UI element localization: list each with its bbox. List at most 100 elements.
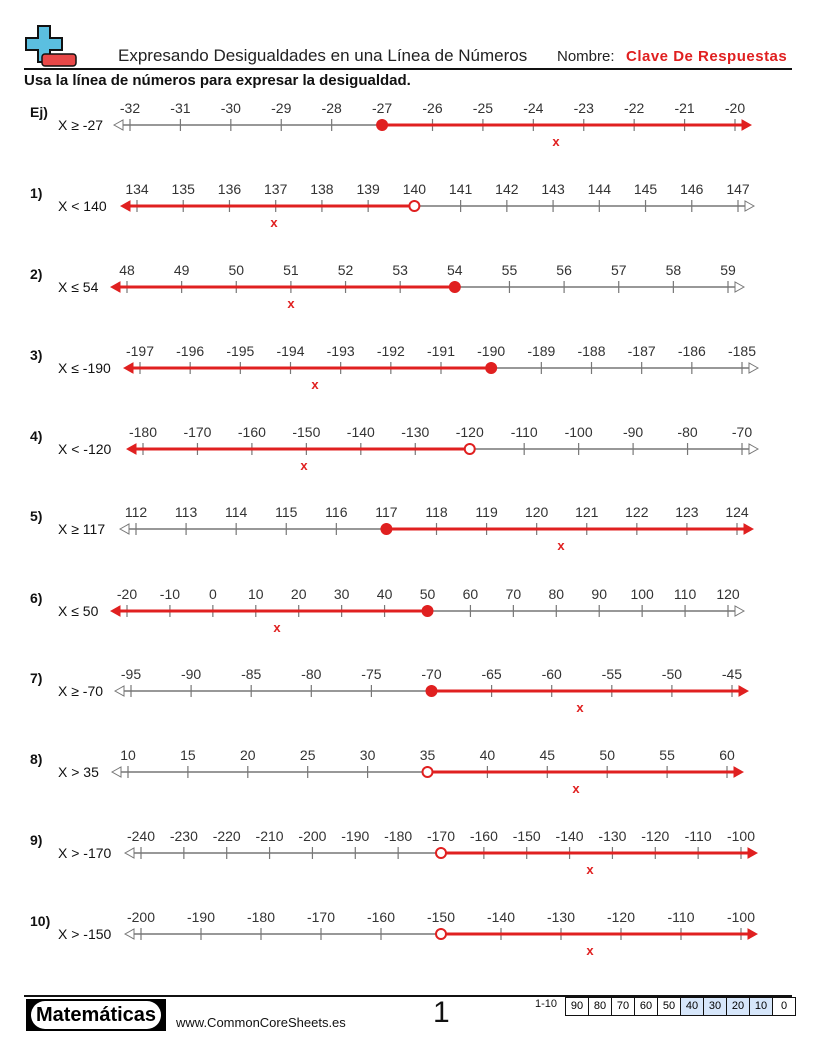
score-range-label: 1-10 — [535, 998, 558, 1010]
tick-label: 118 — [425, 504, 448, 520]
tick-label: 120 — [525, 504, 549, 520]
tick-label: 100 — [630, 586, 654, 602]
tick-label: 59 — [720, 262, 736, 278]
problem-number: Ej) — [30, 104, 48, 120]
tick-label: 40 — [377, 586, 393, 602]
answer-x-mark: x — [586, 862, 594, 877]
tick-label: -193 — [327, 343, 355, 359]
tick-label: -110 — [685, 828, 712, 844]
tick-label: -80 — [301, 666, 321, 682]
tick-label: -95 — [121, 666, 141, 682]
tick-label: 114 — [225, 504, 248, 520]
tick-label: 52 — [338, 262, 354, 278]
right-arrow-icon — [734, 605, 746, 617]
tick-label: -27 — [372, 100, 392, 116]
tick-label: -20 — [725, 100, 745, 116]
tick-label: -23 — [574, 100, 594, 116]
problem-number: 7) — [30, 670, 43, 686]
tick-label: -150 — [513, 828, 541, 844]
inequality-text: X > -170 — [58, 845, 112, 861]
tick-label: -21 — [674, 100, 694, 116]
tick-label: -170 — [307, 909, 335, 925]
tick-label: 15 — [180, 747, 196, 763]
answer-x-mark: x — [273, 620, 281, 635]
tick-label: -170 — [427, 828, 455, 844]
tick-label: 30 — [360, 747, 376, 763]
right-arrow-icon — [744, 200, 756, 212]
left-arrow-icon — [113, 685, 125, 697]
tick-label: 144 — [588, 181, 612, 197]
tick-label: 110 — [674, 586, 697, 602]
tick-label: -160 — [470, 828, 498, 844]
name-value: Clave De Respuestas — [626, 48, 788, 65]
score-cell: 40 — [680, 998, 703, 1015]
answer-x-mark: x — [586, 943, 594, 958]
answer-x-mark: x — [576, 700, 584, 715]
tick-label: -90 — [623, 424, 643, 440]
subject-badge: Matemáticas — [26, 999, 166, 1031]
subject-label: Matemáticas — [31, 1001, 161, 1029]
score-cell: 70 — [611, 998, 634, 1015]
open-endpoint — [408, 200, 421, 212]
tick-label: -220 — [213, 828, 241, 844]
inequality-text: X < -120 — [58, 441, 112, 457]
inequality-text: X ≤ -190 — [58, 360, 111, 376]
tick-label: 117 — [375, 504, 398, 520]
tick-label: -100 — [727, 828, 755, 844]
answer-x-mark: x — [270, 215, 278, 230]
tick-label: 20 — [291, 586, 307, 602]
tick-label: -187 — [628, 343, 656, 359]
tick-label: 146 — [680, 181, 704, 197]
open-endpoint — [421, 766, 434, 778]
header-divider — [24, 68, 792, 70]
problem-number: 9) — [30, 832, 43, 848]
score-cell: 0 — [772, 998, 795, 1015]
closed-endpoint — [448, 281, 461, 293]
closed-endpoint — [421, 605, 434, 617]
tick-label: -120 — [456, 424, 484, 440]
tick-label: 60 — [463, 586, 479, 602]
tick-label: -20 — [117, 586, 137, 602]
tick-label: -170 — [183, 424, 211, 440]
inequality-text: X > 35 — [58, 764, 99, 780]
answer-x-mark: x — [300, 458, 308, 473]
tick-label: -30 — [221, 100, 241, 116]
problem-number: 10) — [30, 913, 51, 929]
tick-label: 60 — [719, 747, 735, 763]
closed-endpoint — [380, 523, 393, 535]
tick-label: -192 — [377, 343, 405, 359]
tick-label: -180 — [247, 909, 275, 925]
tick-label: -186 — [678, 343, 706, 359]
problem-number: 5) — [30, 508, 43, 524]
tick-label: -191 — [427, 343, 455, 359]
answer-x-mark: x — [311, 377, 319, 392]
tick-label: 25 — [300, 747, 316, 763]
tick-label: 49 — [174, 262, 190, 278]
problem-number: 4) — [30, 428, 43, 444]
tick-label: -60 — [542, 666, 562, 682]
tick-label: 50 — [420, 586, 436, 602]
tick-label: -28 — [322, 100, 342, 116]
tick-label: -100 — [727, 909, 755, 925]
tick-label: 70 — [506, 586, 522, 602]
tick-label: 136 — [218, 181, 242, 197]
tick-label: 119 — [475, 504, 498, 520]
tick-label: 112 — [125, 504, 148, 520]
tick-label: 141 — [449, 181, 473, 197]
tick-label: -196 — [176, 343, 204, 359]
closed-endpoint — [425, 685, 438, 697]
tick-label: 57 — [611, 262, 627, 278]
inequality-text: X ≥ -27 — [58, 117, 104, 133]
tick-label: 55 — [502, 262, 518, 278]
worksheet-title: Expresando Desigualdades en una Línea de… — [118, 46, 528, 65]
tick-label: 80 — [548, 586, 564, 602]
inequality-text: X ≥ 117 — [58, 521, 106, 537]
tick-label: -31 — [170, 100, 190, 116]
tick-label: -230 — [170, 828, 198, 844]
tick-label: -70 — [421, 666, 441, 682]
answer-x-mark: x — [557, 538, 565, 553]
tick-label: 48 — [119, 262, 135, 278]
tick-label: 20 — [240, 747, 256, 763]
problem-number: 6) — [30, 590, 43, 606]
